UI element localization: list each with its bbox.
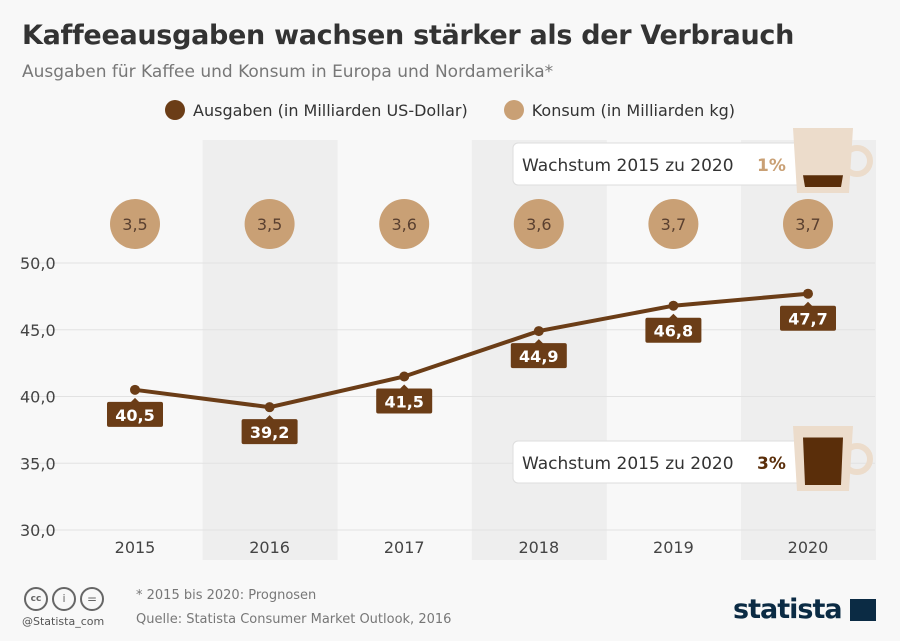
- konsum-bubble: [244, 199, 295, 249]
- ausgaben-point: [533, 326, 544, 337]
- y-tick-label: 45,0: [20, 321, 56, 340]
- ausgaben-point: [264, 402, 275, 413]
- x-tick-label: 2020: [788, 538, 829, 557]
- footnote: * 2015 bis 2020: Prognosen: [136, 588, 317, 603]
- ausgaben-label: 41,5: [384, 392, 423, 411]
- y-tick-label: 50,0: [20, 254, 56, 273]
- label-pointer: [668, 313, 679, 319]
- legend: Ausgaben (in Milliarden US-Dollar) Konsu…: [0, 100, 900, 120]
- konsum-bubble: [110, 199, 160, 249]
- legend-item-ausgaben: Ausgaben (in Milliarden US-Dollar): [165, 100, 468, 120]
- no-derivatives-icon: =: [80, 587, 104, 611]
- ausgaben-label-box: [780, 305, 836, 331]
- ausgaben-label: 46,8: [654, 322, 693, 341]
- ausgaben-label: 44,9: [519, 347, 558, 366]
- label-pointer: [399, 384, 410, 390]
- twitter-handle[interactable]: @Statista_com: [22, 615, 105, 628]
- x-tick-label: 2016: [249, 538, 290, 557]
- legend-label: Ausgaben (in Milliarden US-Dollar): [193, 101, 468, 120]
- ausgaben-label-box: [376, 388, 433, 414]
- coffee-fill: [803, 175, 843, 187]
- license-icons: cc i =: [24, 587, 104, 611]
- cc-icon: cc: [24, 587, 48, 611]
- ausgaben-point: [399, 371, 410, 382]
- chart-subtitle: Ausgaben für Kaffee und Konsum in Europa…: [22, 62, 554, 82]
- ausgaben-line: [134, 291, 809, 410]
- ausgaben-label-box: [510, 343, 567, 369]
- x-tick-label: 2018: [518, 538, 559, 557]
- ausgaben-point: [803, 288, 813, 299]
- label-pointer: [533, 339, 544, 345]
- ausgaben-label: 40,5: [115, 406, 154, 425]
- x-tick-label: 2019: [653, 538, 694, 557]
- legend-swatch-icon: [503, 100, 524, 120]
- ausgaben-label-box: [241, 419, 298, 445]
- label-pointer: [264, 415, 275, 421]
- ausgaben-point: [668, 300, 679, 311]
- statista-logo[interactable]: statista: [733, 594, 876, 625]
- ausgaben-label-box: [645, 317, 702, 343]
- label-pointer: [130, 397, 140, 403]
- y-tick-label: 30,0: [20, 521, 56, 540]
- ausgaben-label-box: [107, 401, 163, 427]
- konsum-label: 3,7: [661, 215, 686, 234]
- x-tick-label: 2015: [115, 538, 156, 557]
- konsum-bubble: [648, 199, 699, 249]
- chart-title: Kaffeeausgaben wachsen stärker als der V…: [22, 20, 795, 51]
- legend-label: Konsum (in Milliarden kg): [531, 101, 735, 120]
- growth-value: 1%: [757, 156, 786, 176]
- label-pointer: [803, 301, 813, 307]
- konsum-bubble: [379, 199, 430, 249]
- source: Quelle: Statista Consumer Market Outlook…: [136, 612, 452, 627]
- y-tick-label: 35,0: [20, 454, 56, 473]
- coffee-fill: [803, 437, 843, 485]
- ausgaben-point: [130, 384, 140, 395]
- konsum-label: 3,6: [526, 215, 551, 234]
- y-tick-label: 40,0: [20, 388, 56, 407]
- legend-item-konsum: Konsum (in Milliarden kg): [503, 100, 735, 120]
- legend-swatch-icon: [165, 100, 186, 120]
- konsum-label: 3,6: [391, 215, 416, 234]
- konsum-label: 3,7: [795, 215, 820, 234]
- ausgaben-label: 47,7: [788, 310, 827, 329]
- konsum-bubble: [783, 199, 833, 249]
- statista-logo-icon: [850, 599, 876, 621]
- konsum-label: 3,5: [257, 215, 282, 234]
- growth-value: 3%: [757, 454, 786, 474]
- growth-label: Wachstum 2015 zu 2020: [522, 156, 734, 176]
- attribution-icon: i: [52, 587, 76, 611]
- konsum-bubble: [513, 199, 564, 249]
- growth-label: Wachstum 2015 zu 2020: [522, 454, 734, 474]
- x-tick-label: 2017: [384, 538, 425, 557]
- ausgaben-label: 39,2: [250, 423, 289, 442]
- konsum-label: 3,5: [122, 215, 147, 234]
